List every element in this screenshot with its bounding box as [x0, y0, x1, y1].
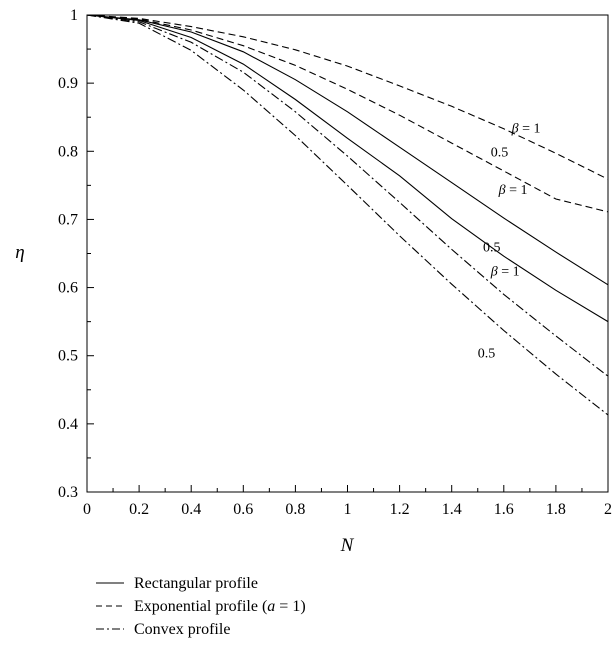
x-axis-title: N: [340, 535, 355, 556]
series-line: [86, 14, 609, 180]
series-line: [86, 14, 609, 323]
x-tick-label: 1: [344, 501, 352, 518]
y-tick-labels: 0.3 0.4 0.5 0.6 0.7 0.8 0.9 1: [58, 7, 78, 501]
series-line: [86, 14, 609, 416]
x-tick-labels: 0 0.2 0.4 0.6 0.8 1 1.2 1.4 1.6 1.8 2: [83, 501, 612, 518]
x-tick-label: 0.2: [129, 501, 149, 518]
x-tick-label: 1.2: [390, 501, 410, 518]
x-tick-label: 0.8: [285, 501, 305, 518]
x-tick-label: 1.6: [494, 501, 514, 518]
series-line: [86, 14, 609, 286]
x-tick-label: 2: [604, 501, 612, 518]
curve-label: 0.5: [491, 145, 509, 160]
x-tick-label: 0: [83, 501, 91, 518]
y-tick-label: 0.8: [58, 143, 78, 160]
y-tick-label: 0.3: [58, 484, 78, 501]
legend: Rectangular profile Exponential profile (…: [96, 575, 306, 638]
y-tick-label: 0.9: [58, 75, 78, 92]
series-line: [86, 14, 609, 377]
plot-frame: [86, 14, 609, 493]
curve-label: 0.5: [478, 346, 496, 361]
curve-label: 0.5: [483, 241, 501, 256]
series-line: [86, 14, 609, 213]
x-tick-label: 1.4: [442, 501, 462, 518]
curve-label: β = 1: [498, 183, 528, 198]
legend-label: Rectangular profile: [134, 575, 258, 592]
y-axis-title: η: [15, 242, 24, 263]
curve-annotations: β = 10.5β = 10.5β = 10.5: [478, 121, 541, 361]
y-tick-label: 0.4: [58, 416, 78, 433]
curve-label: β = 1: [490, 265, 520, 280]
x-tick-label: 0.4: [181, 501, 201, 518]
y-tick-label: 0.7: [58, 211, 78, 228]
series-lines: [86, 14, 609, 416]
curve-label: β = 1: [511, 121, 541, 136]
x-tick-label: 0.6: [233, 501, 253, 518]
legend-label: Convex profile: [134, 621, 230, 638]
x-tick-label: 1.8: [546, 501, 566, 518]
y-tick-label: 0.6: [58, 280, 78, 297]
tick-marks: [86, 14, 609, 493]
y-tick-label: 1: [70, 7, 78, 24]
y-tick-label: 0.5: [58, 348, 78, 365]
legend-label: Exponential profile (a = 1): [134, 598, 306, 615]
